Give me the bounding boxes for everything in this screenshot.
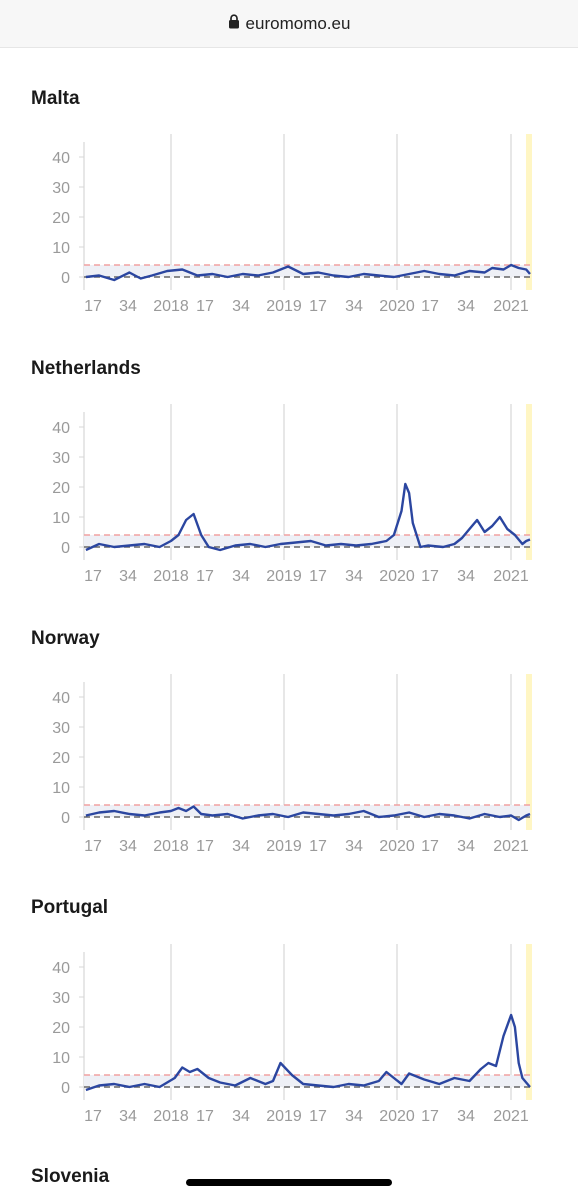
x-tick-label: 34 [119,568,137,585]
x-tick-label: 34 [119,838,137,855]
recent-period-highlight [526,404,532,560]
zscore-series-line [85,1013,531,1092]
x-tick-label: 34 [345,298,363,315]
x-tick-label: 34 [457,568,475,585]
y-tick-label: 30 [52,990,70,1007]
x-tick-label: 34 [345,568,363,585]
x-tick-label: 17 [421,298,439,315]
x-tick-label: 2020 [379,838,415,855]
x-tick-label: 34 [232,568,250,585]
chart-portugal: 0 10 20 30 40 17 34 2018 17 34 2019 17 34 2020 17 34 202… [52,944,532,1125]
recent-period-highlight [526,944,532,1100]
x-tick-label: 2021 [493,1108,529,1125]
x-tick-label: 17 [309,298,327,315]
zscore-series-line [85,805,531,822]
x-tick-label: 17 [196,838,214,855]
x-tick-label: 17 [84,568,102,585]
x-tick-label: 2019 [266,838,302,855]
x-tick-label: 2019 [266,1108,302,1125]
x-tick-label: 17 [196,568,214,585]
x-tick-label: 17 [309,1108,327,1125]
x-tick-label: 2019 [266,568,302,585]
x-tick-label: 34 [119,298,137,315]
y-tick-label: 40 [52,690,70,707]
chart-norway: 0 10 20 30 40 17 34 2018 17 34 2019 17 34 2020 17 34 202… [52,674,532,855]
y-tick-label: 40 [52,420,70,437]
x-tick-label: 2021 [493,298,529,315]
x-tick-label: 2018 [153,838,189,855]
x-tick-label: 17 [309,838,327,855]
recent-period-highlight [526,134,532,290]
x-tick-label: 2020 [379,298,415,315]
x-tick-label: 17 [84,298,102,315]
country-title-norway: Norway [31,628,100,649]
x-tick-label: 34 [232,1108,250,1125]
y-tick-label: 10 [52,240,70,257]
recent-period-highlight [526,674,532,830]
x-tick-label: 34 [232,838,250,855]
zscore-series-line [85,482,531,552]
x-tick-label: 17 [309,568,327,585]
y-tick-label: 20 [52,210,70,227]
x-tick-label: 34 [457,1108,475,1125]
y-tick-label: 30 [52,450,70,467]
x-tick-label: 34 [232,298,250,315]
y-tick-label: 10 [52,1050,70,1067]
zscore-series-line [85,263,531,282]
country-title-portugal: Portugal [31,897,109,918]
url-text: euromomo.eu [245,13,351,33]
y-tick-label: 0 [61,270,70,287]
home-indicator[interactable] [186,1179,392,1186]
country-title-netherlands: Netherlands [31,358,141,379]
x-tick-label: 17 [84,838,102,855]
x-tick-label: 34 [457,838,475,855]
x-tick-label: 17 [421,568,439,585]
x-tick-label: 2019 [266,298,302,315]
x-tick-label: 2018 [153,1108,189,1125]
y-tick-label: 30 [52,180,70,197]
country-title-malta: Malta [31,88,80,109]
x-tick-label: 34 [457,298,475,315]
country-title-slovenia: Slovenia [31,1166,110,1187]
x-tick-label: 34 [119,1108,137,1125]
x-tick-label: 34 [345,1108,363,1125]
y-tick-label: 20 [52,1020,70,1037]
x-tick-label: 17 [196,298,214,315]
y-tick-label: 20 [52,750,70,767]
x-tick-label: 17 [421,1108,439,1125]
x-tick-label: 17 [84,1108,102,1125]
x-tick-label: 17 [196,1108,214,1125]
x-tick-label: 2018 [153,298,189,315]
x-tick-label: 17 [421,838,439,855]
y-tick-label: 10 [52,510,70,527]
chart-netherlands: 0 10 20 30 40 17 34 2018 17 34 2019 17 34 2020 17 34 202… [52,404,532,585]
chart-malta: 0 10 20 30 40 17 34 2018 17 34 2019 17 34 2020 17 34 202… [52,134,532,315]
y-tick-label: 30 [52,720,70,737]
y-tick-label: 40 [52,150,70,167]
y-tick-label: 0 [61,1080,70,1097]
x-tick-label: 2018 [153,568,189,585]
lock-icon [228,13,240,34]
y-tick-label: 0 [61,810,70,827]
x-tick-label: 34 [345,838,363,855]
x-tick-label: 2021 [493,838,529,855]
y-tick-label: 40 [52,960,70,977]
y-tick-label: 20 [52,480,70,497]
x-tick-label: 2020 [379,1108,415,1125]
y-tick-label: 10 [52,780,70,797]
x-tick-label: 2021 [493,568,529,585]
x-tick-label: 2020 [379,568,415,585]
y-tick-label: 0 [61,540,70,557]
browser-url-bar[interactable]: euromomo.eu [0,0,578,48]
